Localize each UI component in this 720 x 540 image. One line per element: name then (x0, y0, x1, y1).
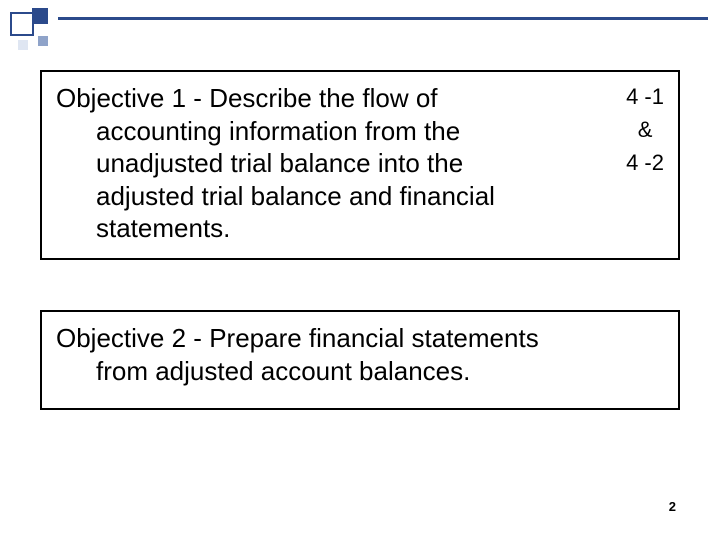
objective-1-box: Objective 1 - Describe the flow of accou… (40, 70, 680, 260)
objective-1-line4: adjusted trial balance and financial (60, 180, 556, 213)
objective-2-text: Objective 2 - Prepare financial statemen… (56, 322, 664, 387)
objective-2-line2: from adjusted account balances. (60, 355, 664, 388)
objective-2-sep: - (186, 323, 209, 353)
objective-1-refs: 4 -1 & 4 -2 (626, 80, 664, 179)
objective-1-line2: accounting information from the (60, 115, 556, 148)
deco-square-outline (10, 12, 34, 36)
objective-2-lead: Prepare financial statements (209, 323, 539, 353)
page-number: 2 (669, 499, 676, 514)
deco-square-small-b (18, 40, 28, 50)
header-rule (58, 17, 708, 20)
ref-amp: & (626, 113, 664, 146)
objective-2-label: Objective 2 (56, 323, 186, 353)
objective-1-line5: statements. (60, 212, 556, 245)
ref-4-1: 4 -1 (626, 80, 664, 113)
deco-square-small-a (38, 36, 48, 46)
deco-square-fill (32, 8, 48, 24)
objective-1-lead: Describe the flow of (209, 83, 437, 113)
objective-1-line3: unadjusted trial balance into the (60, 147, 556, 180)
objective-2-box: Objective 2 - Prepare financial statemen… (40, 310, 680, 410)
objective-1-text: Objective 1 - Describe the flow of accou… (56, 82, 556, 245)
objective-1-sep: - (186, 83, 209, 113)
objective-1-label: Objective 1 (56, 83, 186, 113)
ref-4-2: 4 -2 (626, 146, 664, 179)
